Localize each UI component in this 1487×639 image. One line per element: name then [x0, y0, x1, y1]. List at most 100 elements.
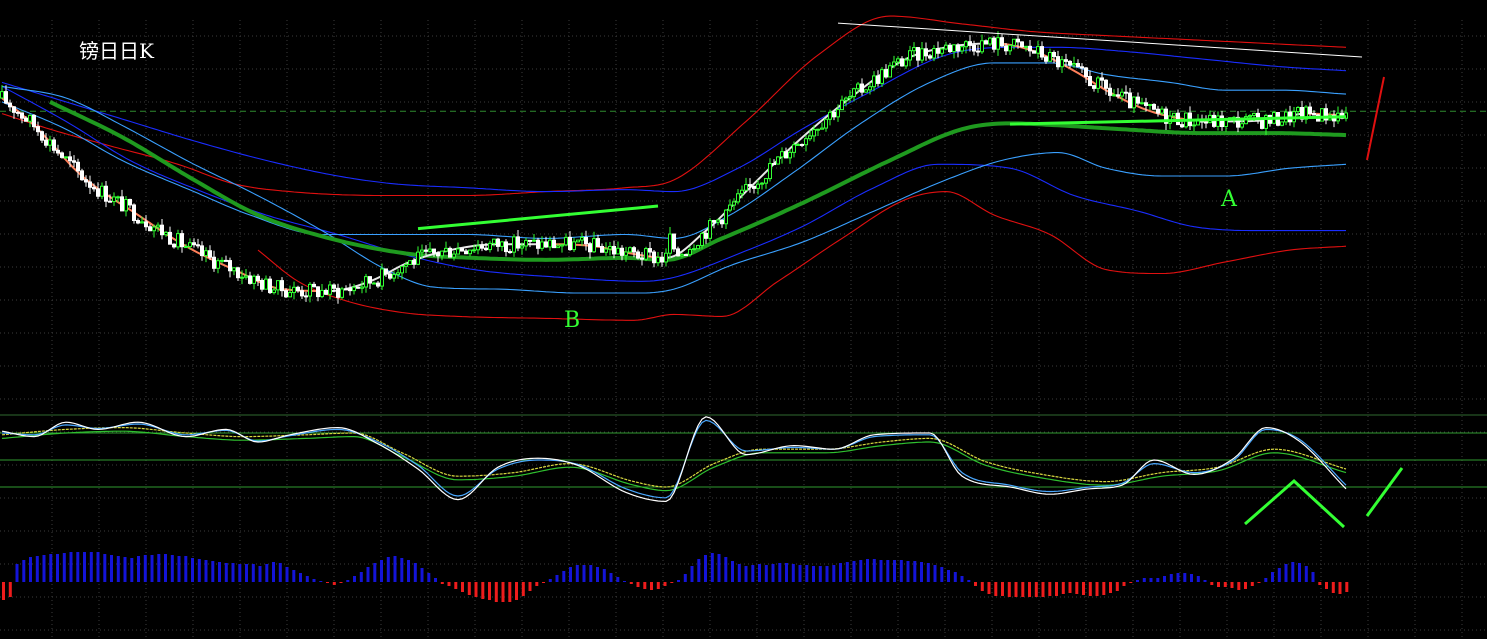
histogram-bar-positive	[886, 560, 890, 582]
histogram-bar-positive	[683, 574, 687, 582]
candle-down	[224, 259, 228, 262]
candle-down	[620, 247, 624, 256]
candle-up	[116, 196, 120, 199]
candle-down	[180, 233, 184, 248]
candle-up	[64, 156, 68, 159]
histogram-bar-positive	[400, 558, 404, 582]
oscillator-k-line	[1, 416, 1347, 503]
candle-down	[1004, 45, 1008, 52]
candle-up	[184, 246, 188, 249]
histogram-bar-positive	[366, 567, 370, 582]
histogram-bar-positive	[346, 580, 350, 582]
candle-up	[952, 44, 956, 53]
histogram-bar-negative	[1210, 582, 1214, 585]
candle-up	[880, 69, 884, 84]
histogram-bar-positive	[697, 559, 701, 582]
candle-down	[516, 236, 520, 249]
candle-up	[696, 245, 700, 250]
candle-down	[200, 245, 204, 257]
candle-up	[408, 260, 412, 266]
candle-up	[1160, 108, 1164, 114]
candle-up	[48, 139, 52, 146]
candle-up	[644, 248, 648, 260]
chart-title: 镑日日K	[79, 39, 155, 63]
candle-down	[928, 55, 932, 59]
macd-histogram	[2, 552, 1349, 602]
candle-down	[876, 75, 880, 84]
candle-up	[1192, 124, 1196, 127]
histogram-bar-positive	[184, 556, 188, 582]
histogram-bar-positive	[1311, 572, 1315, 582]
histogram-bar-positive	[110, 555, 113, 582]
candle-down	[32, 114, 36, 128]
candle-up	[320, 289, 324, 298]
candle-up	[864, 89, 868, 93]
candle-down	[424, 249, 428, 252]
histogram-bar-negative	[508, 582, 512, 602]
candle-up	[608, 245, 612, 250]
candle-down	[60, 152, 64, 158]
candle-down	[660, 256, 664, 263]
candle-down	[1152, 103, 1156, 110]
candle-down	[992, 37, 996, 50]
candle-up	[736, 193, 740, 203]
histogram-bar-negative	[501, 582, 505, 602]
histogram-bar-positive	[1136, 580, 1139, 582]
candle-down	[168, 231, 172, 245]
candle-down	[1032, 50, 1036, 54]
candlesticks	[0, 31, 1348, 304]
candle-down	[800, 143, 804, 146]
middle-band-lower	[1, 85, 1346, 282]
candle-down	[496, 238, 500, 247]
histogram-bar-positive	[805, 565, 809, 582]
candle-up	[240, 276, 244, 279]
histogram-bar-negative	[542, 582, 545, 583]
histogram-bar-positive	[1284, 564, 1288, 582]
histogram-bar-positive	[710, 553, 714, 582]
histogram-bar-negative	[528, 582, 532, 591]
candle-down	[56, 149, 60, 154]
candle-down	[1104, 79, 1108, 89]
candle-down	[1088, 76, 1092, 87]
histogram-bar-negative	[1001, 582, 1004, 596]
candle-down	[936, 48, 940, 54]
histogram-bar-negative	[643, 582, 647, 589]
short-moving-average-segment	[1, 97, 331, 293]
histogram-bar-positive	[143, 555, 147, 582]
candle-up	[852, 88, 856, 98]
candle-down	[956, 44, 960, 52]
candle-up	[756, 183, 760, 189]
histogram-bar-negative	[1237, 582, 1241, 590]
candle-down	[148, 226, 152, 232]
histogram-bar-positive	[785, 563, 788, 582]
histogram-bar-positive	[76, 552, 80, 582]
candle-down	[676, 248, 680, 257]
candle-down	[1124, 91, 1128, 94]
candle-up	[708, 220, 712, 239]
histogram-bar-positive	[116, 556, 120, 582]
histogram-bar-negative	[1109, 582, 1112, 593]
inner-band-upper	[1, 62, 1347, 239]
candle-up	[156, 224, 160, 228]
histogram-bar-positive	[690, 566, 694, 582]
candle-down	[600, 245, 604, 253]
candle-down	[236, 267, 240, 279]
candle-down	[280, 280, 284, 292]
candle-down	[212, 256, 216, 269]
histogram-bar-positive	[555, 575, 559, 582]
candle-up	[456, 248, 460, 255]
histogram-bar-negative	[1034, 582, 1038, 597]
candle-down	[80, 170, 84, 181]
hand-drawn-marks	[1244, 76, 1404, 529]
histogram-bar-negative	[521, 582, 525, 596]
candle-up	[1264, 114, 1268, 129]
histogram-bar-positive	[879, 560, 883, 582]
candle-up	[1296, 106, 1300, 113]
histogram-bar-positive	[717, 554, 721, 582]
histogram-bar-negative	[1068, 582, 1072, 593]
histogram-bar-positive	[940, 567, 944, 582]
candle-down	[304, 295, 308, 298]
candle-down	[132, 204, 136, 221]
histogram-bar-positive	[967, 580, 971, 582]
candle-down	[1220, 115, 1224, 128]
